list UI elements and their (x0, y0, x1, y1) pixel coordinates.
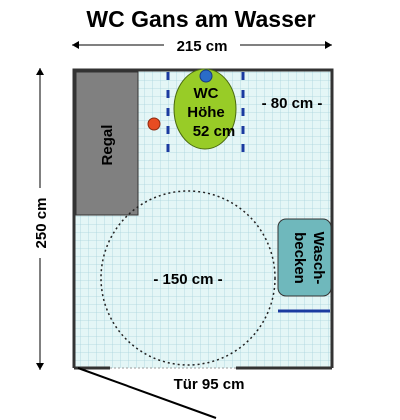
wc-label-line2: Höhe (187, 104, 225, 121)
door-label: Tür 95 cm (174, 376, 245, 393)
wc-label-line3: 52 cm (193, 123, 236, 140)
wc-bowl (173, 68, 237, 150)
clearance-label: - 80 cm - (262, 95, 323, 112)
width-label: 215 cm (177, 38, 228, 55)
sink-label-line2: becken (291, 232, 308, 284)
turning-circle (100, 190, 276, 366)
height-label: 250 cm (33, 198, 50, 249)
door-leaf (77, 367, 217, 419)
shelf (75, 71, 139, 216)
emergency-button (147, 117, 161, 131)
sink (277, 218, 332, 297)
diagram-title: WC Gans am Wasser (86, 6, 315, 32)
turning-circle-label: - 150 cm - (153, 271, 222, 288)
wc-label-line1: WC (194, 85, 219, 102)
sink-label-line1: Wasch- (310, 232, 327, 285)
flush-button (199, 69, 213, 83)
shelf-label: Regal (99, 125, 116, 166)
